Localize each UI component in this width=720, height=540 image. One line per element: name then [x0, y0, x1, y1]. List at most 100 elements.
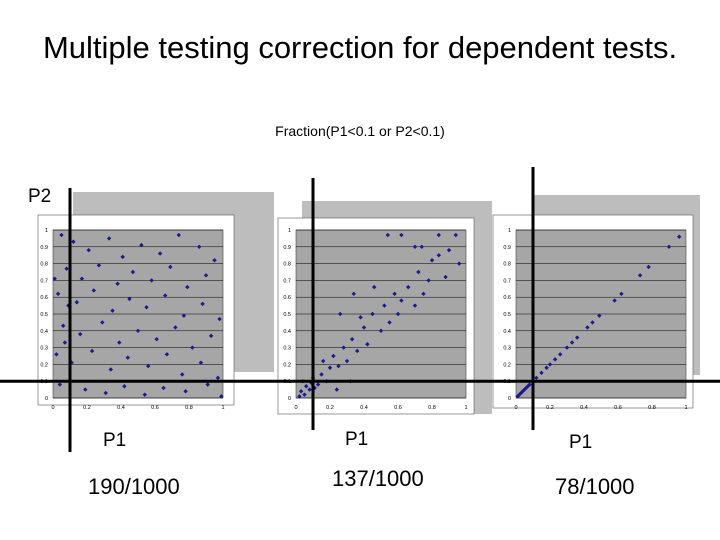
data-point: [338, 311, 343, 317]
x-tick-label: 0.8: [428, 405, 436, 411]
plot2-x-axis-label: P1: [345, 429, 369, 450]
chart-fully-dependent: 00.10.20.30.40.50.60.70.80.9100.20.40.60…: [492, 195, 700, 411]
x-tick-label: 0: [51, 405, 54, 411]
x-tick-label: 0: [294, 405, 297, 411]
y-tick-label: 1: [45, 228, 48, 234]
data-point: [164, 352, 170, 357]
data-point: [436, 253, 441, 258]
data-point: [149, 278, 154, 283]
data-point: [637, 273, 643, 278]
data-point: [334, 387, 339, 392]
data-point: [127, 296, 132, 302]
y-tick-label: 0.8: [283, 262, 291, 268]
data-point: [558, 352, 563, 357]
data-point: [520, 389, 525, 394]
data-point: [154, 337, 159, 342]
data-point: [190, 345, 195, 350]
y-tick-label: 0.5: [40, 312, 48, 318]
data-point: [168, 264, 173, 270]
chart-independent: 00.10.20.30.40.50.60.70.80.9100.20.40.60…: [37, 192, 274, 411]
y-tick-label: 0.7: [503, 278, 511, 284]
y-tick-label: 0: [45, 396, 48, 402]
data-point: [453, 232, 458, 238]
data-point: [349, 337, 355, 342]
data-point: [365, 342, 370, 347]
data-point: [298, 389, 304, 394]
data-point: [205, 382, 210, 387]
data-point: [59, 232, 64, 238]
data-point: [426, 278, 431, 283]
x-tick-label: 0.6: [151, 405, 159, 411]
x-tick-label: 1: [221, 405, 224, 411]
data-point: [429, 258, 435, 263]
data-point: [385, 232, 390, 238]
x-tick-label: 0.6: [394, 405, 402, 411]
data-point: [590, 320, 595, 325]
data-point: [372, 284, 377, 290]
x-tick-label: 1: [464, 405, 467, 411]
data-point: [387, 320, 392, 325]
y-tick-label: 0.3: [283, 346, 291, 352]
y-tick-label: 0.4: [503, 329, 511, 335]
data-point: [62, 340, 68, 345]
y-tick-label: 0.3: [503, 346, 511, 352]
data-point: [163, 293, 168, 298]
data-point: [146, 363, 151, 369]
data-point: [436, 232, 441, 238]
data-point: [319, 372, 324, 377]
data-point: [78, 331, 83, 337]
data-point: [575, 335, 580, 340]
data-point: [539, 370, 544, 375]
data-point: [569, 340, 575, 345]
y-tick-label: 0: [508, 396, 511, 402]
y-tick-label: 0.2: [40, 362, 48, 368]
data-point: [173, 325, 178, 330]
data-point: [518, 390, 524, 396]
data-point: [110, 308, 115, 313]
data-point: [212, 258, 217, 263]
data-point: [79, 276, 85, 281]
data-point: [399, 298, 404, 303]
data-point: [677, 234, 682, 239]
data-point: [197, 244, 202, 249]
data-point: [378, 328, 384, 333]
y-tick-label: 0.6: [503, 295, 511, 301]
data-point: [392, 291, 397, 297]
data-point: [597, 313, 602, 318]
x-tick-label: 0.4: [360, 405, 368, 411]
y-tick-label: 0.9: [503, 245, 511, 251]
x-tick-label: 0.2: [546, 405, 554, 411]
data-point: [74, 300, 79, 305]
data-point: [327, 365, 333, 370]
data-point: [547, 362, 553, 367]
data-point: [219, 394, 224, 399]
data-point: [585, 325, 590, 330]
data-point: [544, 365, 549, 370]
data-point: [416, 269, 421, 275]
x-tick-label: 0: [514, 405, 517, 411]
data-point: [321, 358, 326, 364]
y-tick-label: 0.4: [283, 329, 291, 335]
y-tick-label: 1: [508, 228, 511, 234]
y-tick-label: 0.7: [283, 278, 291, 284]
plot2-result: 137/1000: [332, 466, 424, 491]
data-point: [351, 291, 356, 297]
data-point: [646, 264, 651, 270]
data-point: [198, 360, 204, 365]
y-tick-label: 0.8: [40, 262, 48, 268]
data-point: [421, 291, 426, 297]
y-tick-label: 0.8: [503, 262, 511, 268]
plot1-x-axis-label: P1: [103, 430, 127, 451]
y-tick-label: 0.9: [40, 245, 48, 251]
data-point: [208, 333, 214, 339]
data-point: [419, 244, 424, 249]
data-point: [157, 251, 163, 256]
data-point: [612, 298, 617, 303]
y-tick-label: 0.5: [283, 312, 291, 318]
data-point: [215, 375, 221, 381]
plot3-x-axis-label: P1: [569, 432, 593, 453]
data-point: [130, 269, 136, 275]
data-point: [524, 385, 529, 391]
data-point: [331, 353, 336, 359]
